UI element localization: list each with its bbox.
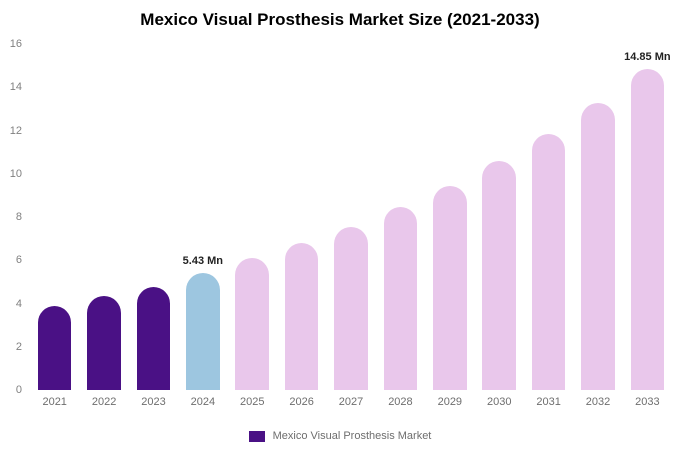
bar-slot [475, 44, 524, 390]
bar-2024: 5.43 Mn [183, 255, 223, 390]
bar-2031 [531, 133, 566, 390]
bar-slot [326, 44, 375, 390]
x-tick-label: 2031 [536, 396, 561, 408]
x-axis: 2021 2022 2023 2024 2025 2026 2027 2028 2029 2030… [30, 396, 672, 408]
bar-2029 [433, 185, 467, 390]
bar-slot [79, 44, 128, 390]
bar-2023 [136, 287, 171, 390]
bar-value-label: 14.85 Mn [624, 50, 671, 63]
bar-slot [573, 44, 622, 390]
bar-2028 [383, 207, 418, 390]
bar-slot [129, 44, 178, 390]
y-tick-label: 4 [15, 297, 22, 310]
x-tick-label: 2024 [190, 396, 216, 408]
bar-slot: 5.43 Mn [178, 44, 227, 390]
bar-slot [277, 44, 326, 390]
plot-area: 5.43 Mn 14.85 Mn [30, 44, 672, 390]
y-tick-label: 0 [15, 384, 22, 396]
bar-slot [425, 44, 474, 390]
y-tick-label: 6 [15, 254, 22, 267]
bar-slot [30, 44, 79, 390]
bar-2027 [334, 226, 368, 390]
legend-swatch-icon [248, 430, 265, 442]
legend: Mexico Visual Prosthesis Market [0, 430, 680, 442]
x-tick-label: 2032 [585, 396, 611, 408]
x-tick-label: 2023 [141, 396, 166, 408]
x-tick-label: 2025 [240, 396, 265, 408]
bar-2032 [581, 103, 615, 390]
bar-2030 [482, 160, 516, 390]
x-tick-label: 2029 [437, 396, 463, 408]
chart-title: Mexico Visual Prosthesis Market Size (20… [140, 10, 540, 29]
x-tick-label: 2027 [338, 396, 364, 408]
bar-2025 [235, 258, 270, 390]
x-tick-label: 2021 [42, 396, 67, 408]
bar-value-label: 5.43 Mn [182, 254, 224, 267]
bars-row: 5.43 Mn 14.85 Mn [30, 44, 672, 390]
bar-2021 [37, 305, 72, 390]
bar-slot [376, 44, 425, 390]
x-tick-label: 2026 [289, 396, 314, 408]
x-tick-label: 2030 [486, 396, 512, 408]
bar-2022 [87, 295, 121, 390]
legend-label: Mexico Visual Prosthesis Market [272, 430, 432, 442]
y-tick-label: 16 [9, 38, 22, 50]
bar-2026 [284, 242, 319, 390]
bar-slot [228, 44, 277, 390]
bar-slot: 14.85 Mn [623, 44, 672, 390]
y-axis: 0 2 4 6 8 10 12 14 16 [0, 38, 26, 396]
y-tick-label: 2 [15, 340, 22, 353]
y-tick-label: 8 [15, 211, 22, 223]
y-tick-label: 12 [9, 124, 22, 137]
x-tick-label: 2022 [91, 396, 117, 408]
y-tick-label: 10 [9, 167, 22, 180]
x-tick-label: 2033 [635, 396, 660, 408]
x-tick-label: 2028 [388, 396, 413, 408]
bar-slot [524, 44, 573, 390]
bar-2033: 14.85 Mn [624, 51, 671, 390]
y-tick-label: 14 [9, 81, 22, 94]
